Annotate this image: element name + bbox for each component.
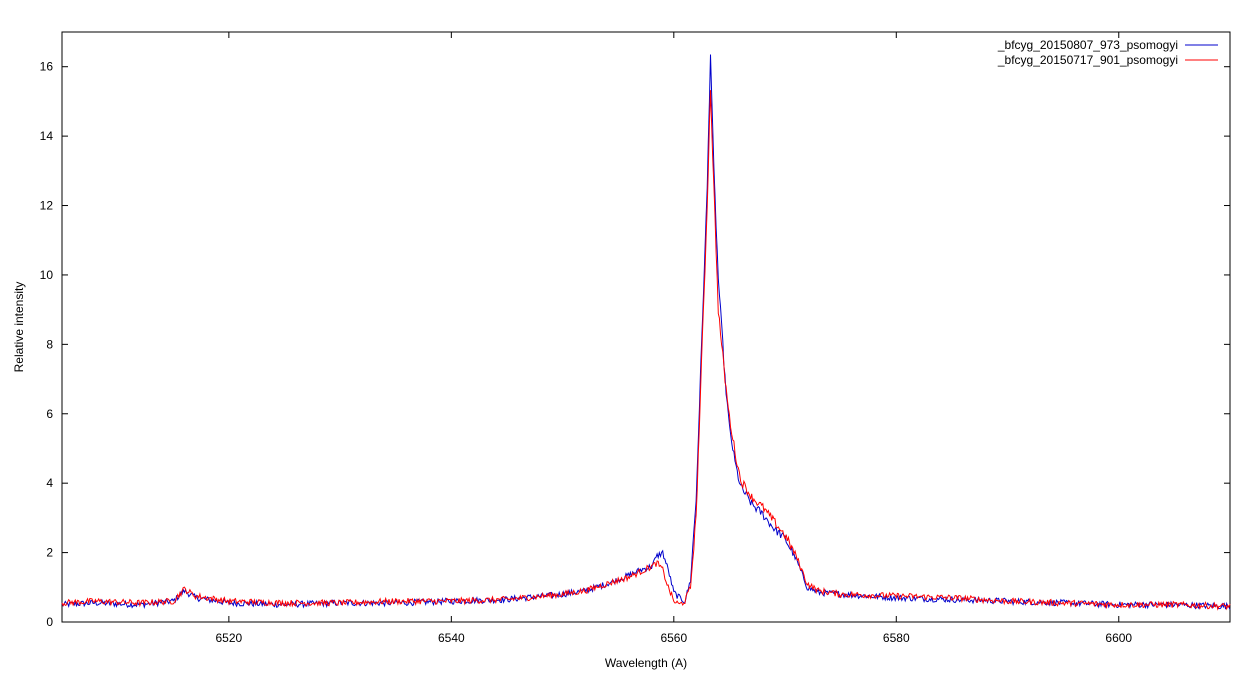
series-line-1 — [61, 90, 1231, 611]
y-tick-label: 10 — [40, 268, 54, 282]
x-tick-label: 6520 — [216, 631, 243, 645]
series-group — [61, 54, 1231, 611]
y-tick-label: 2 — [46, 546, 53, 560]
y-tick-label: 0 — [46, 615, 53, 629]
x-axis-label: Wavelength (A) — [605, 656, 687, 670]
axis-ticks: 6520 6540 6560 6580 6600 0 2 4 6 8 10 12 14 16 — [40, 32, 1230, 645]
y-tick-label: 16 — [40, 60, 54, 74]
legend-label: _bfcyg_20150717_901_psomogyi — [997, 53, 1178, 67]
y-tick-label: 4 — [46, 476, 53, 490]
x-tick-label: 6540 — [438, 631, 465, 645]
x-tick-label: 6580 — [883, 631, 910, 645]
plot-frame — [61, 31, 1231, 623]
y-tick-label: 14 — [40, 129, 54, 143]
x-tick-label: 6600 — [1105, 631, 1132, 645]
y-tick-label: 6 — [46, 407, 53, 421]
y-tick-label: 12 — [40, 199, 54, 213]
legend: _bfcyg_20150807_973_psomogyi_bfcyg_20150… — [997, 38, 1218, 67]
y-tick-label: 8 — [46, 337, 53, 351]
legend-label: _bfcyg_20150807_973_psomogyi — [997, 38, 1178, 52]
series-line-0 — [61, 54, 1231, 610]
x-tick-label: 6560 — [660, 631, 687, 645]
y-axis-label: Relative intensity — [12, 282, 26, 373]
